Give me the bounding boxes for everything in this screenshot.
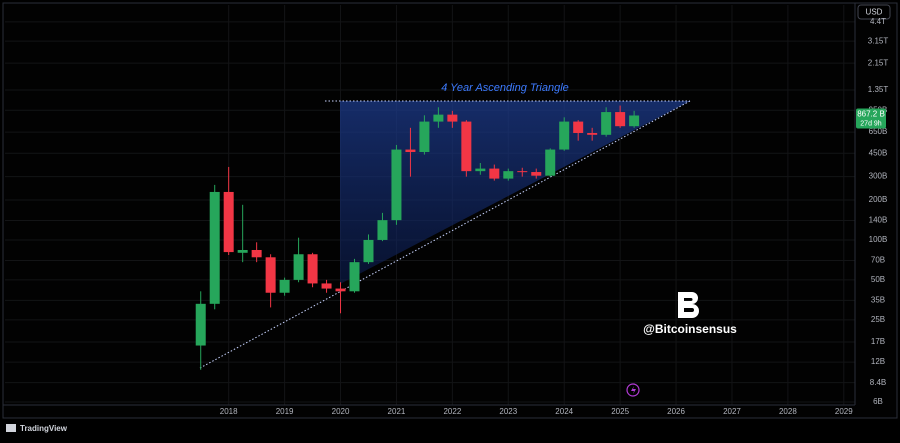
candle-body [251,249,262,258]
candle-body [433,114,444,122]
candle-body [419,121,430,153]
event-icon-bolt [631,386,636,394]
y-tick-label: 3.15T [868,36,889,45]
candle-body [223,191,234,253]
candle-body [293,254,304,280]
x-axis: 2018 2019 2020 2021 2022 2023 2024 2025 2026 2027… [220,407,853,416]
x-tick-label: 2024 [555,407,573,416]
candle-body [601,112,612,135]
candle-body [587,132,598,135]
candle-body [237,249,248,253]
last-price: 867.2 B [857,110,885,119]
y-tick-label: 70B [871,256,885,265]
y-tick-label: 140B [869,216,888,225]
candle-body [391,149,402,221]
y-tick-label: 50B [871,275,885,284]
currency: USD [866,8,883,17]
candle-body [559,121,570,150]
candle-body [629,115,640,127]
candle-body [335,288,346,292]
x-tick-label: 2027 [723,407,741,416]
x-tick-label: 2026 [667,407,685,416]
brand: TradingView [20,424,68,433]
candle-body [307,254,318,284]
countdown: 27d 9h [860,120,882,127]
candle-body [461,121,472,172]
x-tick-label: 2018 [220,407,238,416]
candle-body [405,149,416,153]
currency-box[interactable] [857,4,891,20]
last-price-box [856,108,886,129]
candle-body [517,171,528,173]
brand-logo [6,424,16,432]
y-tick-label: 12B [871,357,885,366]
y-tick-label: 2.15T [868,58,889,67]
candle-body [531,172,542,176]
candle-body [615,112,626,127]
y-tick-label: 35B [871,296,885,305]
y-tick-label: 450B [869,148,888,157]
candle-body [377,220,388,240]
x-tick-label: 2019 [276,407,294,416]
y-tick-label: 300B [869,172,888,181]
y-tick-label: 200B [869,195,888,204]
event-icon [626,383,640,397]
x-tick-label: 2028 [779,407,797,416]
candle-body [279,279,290,293]
y-tick-label: 1.35T [868,85,889,94]
candle-body [195,303,206,346]
candle-body [489,168,500,179]
y-tick-label: 650B [869,127,888,136]
candles [195,105,640,370]
y-tick-label: 6B [873,397,883,406]
candle-body [363,239,374,263]
candle-body [447,114,458,122]
candle-body [265,257,276,293]
candle-body [573,121,584,133]
x-tick-label: 2023 [499,407,517,416]
y-tick-label: 25B [871,315,885,324]
x-tick-label: 2021 [388,407,406,416]
y-tick-label: 4.4T [870,17,886,26]
candle-body [349,262,360,292]
y-tick-label: 8.4B [870,378,886,387]
watermark-logo [678,292,699,318]
y-tick-label: 100B [869,235,888,244]
candle-body [321,283,332,289]
candle-body [503,171,514,179]
y-tick-label: 17B [871,337,885,346]
candle-body [209,191,220,304]
watermark: @Bitcoinsensus [643,322,737,336]
annotation: 4 Year Ascending Triangle [441,82,569,94]
x-tick-label: 2022 [443,407,461,416]
x-tick-label: 2029 [835,407,853,416]
candle-body [545,149,556,176]
x-tick-label: 2020 [332,407,350,416]
x-tick-label: 2025 [611,407,629,416]
candle-body [475,168,486,172]
